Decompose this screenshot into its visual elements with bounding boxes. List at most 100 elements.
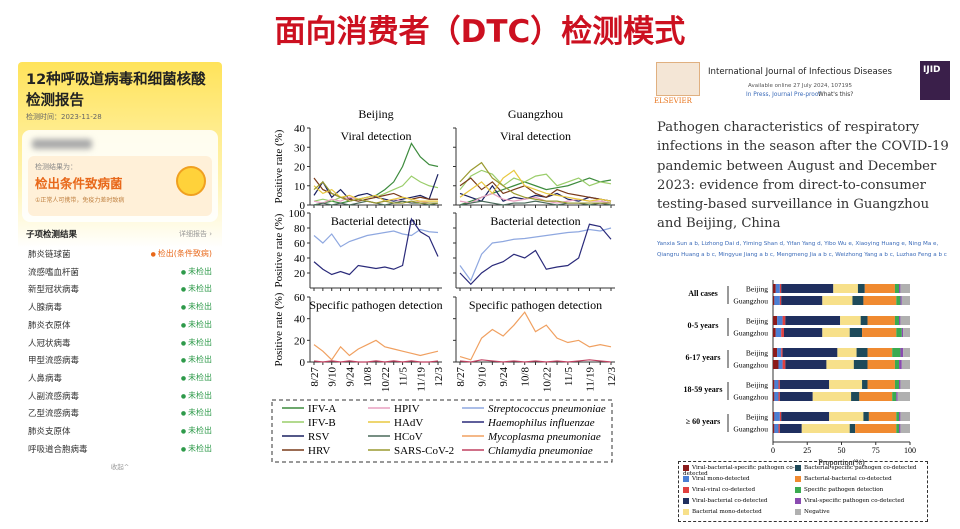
- bar-segment: [899, 284, 901, 293]
- panel-title: Viral detection: [500, 129, 571, 143]
- bar-segment: [903, 348, 910, 357]
- item-row: 肺炎支原体 未检出: [28, 425, 212, 439]
- bar-segment: [782, 316, 786, 325]
- x-tick-label: 9/10: [477, 367, 489, 387]
- paper-title: Pathogen characteristics of respiratory …: [657, 120, 949, 232]
- legend-label: HPIV: [394, 403, 420, 415]
- bar-segment: [867, 380, 895, 389]
- bar-segment: [837, 348, 857, 357]
- series-line: [459, 161, 611, 204]
- bar-segment: [867, 316, 895, 325]
- series-line: [459, 200, 612, 206]
- item-row: 流感嗜血杆菌 未检出: [28, 266, 212, 280]
- journal: International Journal of Infectious Dise…: [708, 67, 893, 77]
- bar-segment: [903, 328, 910, 337]
- y-axis-label: Positive rate (%): [273, 292, 285, 366]
- item-row: 新型冠状病毒 未检出: [28, 283, 212, 297]
- bar-segment: [773, 380, 775, 389]
- x-tick-label: 9/24: [498, 367, 510, 387]
- x-tick-label: 10/8: [520, 367, 532, 387]
- bar-segment: [864, 284, 895, 293]
- bar-segment: [896, 412, 900, 421]
- panel-title: Specific pathogen detection: [469, 298, 602, 312]
- legend-label: Viral-specific pathogen co-detected: [804, 498, 905, 504]
- legend-label: SARS-CoV-2: [394, 445, 454, 457]
- bar-segment: [899, 360, 902, 369]
- bar-segment: [779, 392, 813, 401]
- bar-segment: [826, 360, 854, 369]
- bar-segment: [863, 412, 869, 421]
- series-line: [459, 359, 612, 363]
- bar-segment: [773, 284, 776, 293]
- whats-this[interactable]: What's this?: [818, 92, 854, 98]
- x-tick-label: 10/22: [541, 367, 553, 392]
- x-tick-label: 11/19: [584, 367, 596, 392]
- bar-segment: [774, 296, 780, 305]
- x-tick-label: 10/22: [380, 367, 392, 392]
- items-header: 子项检测结果: [26, 230, 78, 240]
- legend-box: [271, 399, 613, 463]
- panel-title: Specific pathogen detection: [309, 298, 442, 312]
- legend-swatch: [683, 498, 689, 504]
- bar-segment: [833, 284, 858, 293]
- legend-label: Negative: [804, 509, 830, 515]
- result-card: 检测结果为： 检出条件致病菌 ①正常人可携带，免疫力差时致病: [22, 130, 218, 222]
- bar-segment: [863, 296, 897, 305]
- bar-segment: [894, 380, 900, 389]
- series-line: [313, 360, 439, 363]
- report-title: 12种呼吸道病毒和细菌核酸: [26, 72, 206, 88]
- item-result: 未检出: [181, 266, 212, 277]
- item-row: 人鼻病毒 未检出: [28, 372, 212, 386]
- group-label: 6-17 years: [686, 353, 721, 362]
- bar-segment: [779, 284, 782, 293]
- bar-segment: [901, 360, 910, 369]
- bar-segment: [775, 284, 780, 293]
- bar-segment: [773, 360, 779, 369]
- x-tick-label: 50: [838, 446, 846, 455]
- status[interactable]: In Press, Journal Pre-proof: [746, 92, 821, 98]
- y-tick-label: 0: [300, 357, 306, 369]
- item-result: 未检出: [181, 443, 212, 454]
- x-tick-label: 100: [904, 446, 916, 455]
- bar-segment: [829, 412, 864, 421]
- item-name: 肺炎支原体: [28, 427, 71, 437]
- legend: Viral-bacterial-specific pathogen co-det…: [678, 461, 928, 522]
- series-line: [313, 228, 439, 248]
- y-tick-label: 60: [294, 238, 306, 250]
- details-link[interactable]: 详细报告 ›: [178, 230, 212, 238]
- x-tick-label: 12/3: [606, 367, 618, 387]
- bar-segment: [892, 392, 897, 401]
- bar-segment: [774, 380, 779, 389]
- bar-segment: [901, 328, 904, 337]
- legend-label: HAdV: [394, 417, 423, 429]
- item-result: 未检出: [181, 407, 212, 418]
- bar-segment: [857, 284, 865, 293]
- bar-segment: [859, 392, 893, 401]
- result-label: 检测结果为：: [35, 163, 77, 171]
- bar-segment: [773, 424, 775, 433]
- bar-segment: [896, 328, 902, 337]
- bar-segment: [812, 392, 852, 401]
- legend-swatch: [795, 465, 801, 471]
- column-title: Guangzhou: [508, 107, 563, 121]
- result-note: ①正常人可携带，免疫力差时致病: [35, 197, 125, 204]
- series-line: [313, 217, 439, 276]
- y-tick-label: 40: [294, 253, 306, 265]
- bar-segment: [862, 380, 868, 389]
- series-line: [313, 185, 438, 202]
- bar-segment: [773, 348, 778, 357]
- legend-item: Bacterial-bacterial co-detected: [795, 476, 921, 487]
- collapse-link[interactable]: 收起^: [110, 463, 130, 471]
- bar-segment: [779, 424, 802, 433]
- series-line: [313, 339, 439, 361]
- y-tick-label: 20: [294, 268, 306, 280]
- y-tick-label: 20: [294, 162, 306, 174]
- item-result: 未检出: [181, 372, 212, 383]
- x-tick-label: 0: [771, 446, 775, 455]
- series-line: [459, 177, 612, 202]
- item-row: 人副流感病毒 未检出: [28, 390, 212, 404]
- bar-segment: [900, 284, 910, 293]
- y-axis-label: Positive rate (%): [273, 129, 285, 203]
- item-name: 肺炎链球菌: [28, 250, 71, 260]
